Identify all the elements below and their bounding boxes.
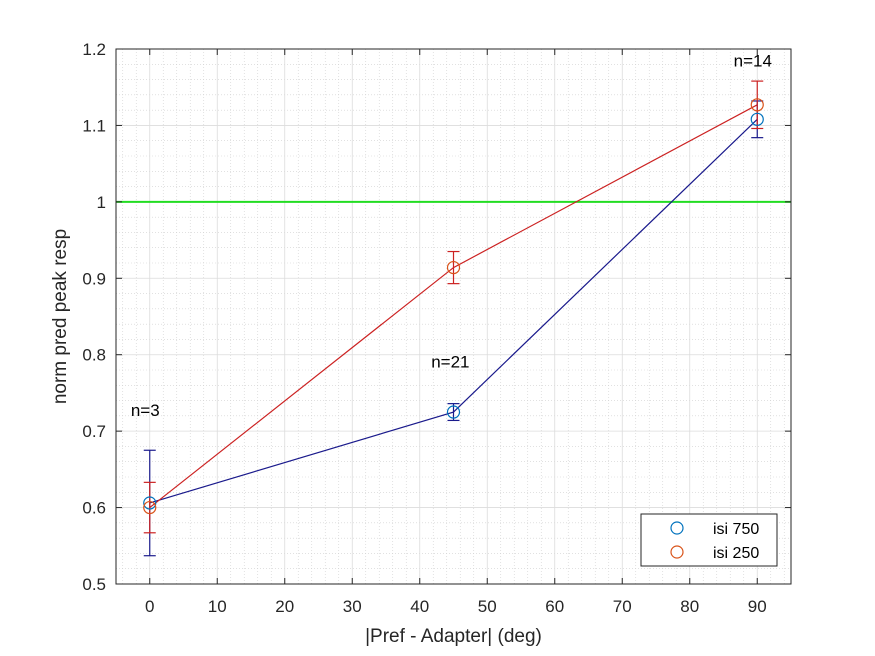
- x-tick-label: 80: [680, 597, 699, 616]
- legend: isi 750 isi 250: [640, 513, 778, 567]
- x-tick-label: 20: [275, 597, 294, 616]
- y-tick-label: 0.8: [82, 346, 106, 365]
- x-tick-label: 50: [478, 597, 497, 616]
- y-tick-label: 0.7: [82, 422, 106, 441]
- x-tick-label: 40: [410, 597, 429, 616]
- error-bar: [447, 250, 460, 285]
- legend-box: [640, 513, 778, 567]
- minor-grid: [116, 49, 791, 584]
- data-point: [143, 500, 157, 515]
- plot-frame: [115, 48, 792, 585]
- data-point: [750, 98, 764, 112]
- legend-label: isi 250: [713, 545, 759, 562]
- y-tick-labels: 0.5 0.6 0.7 0.8 0.9 1 1.1 1.2: [82, 40, 106, 594]
- data-point: [446, 260, 461, 275]
- x-tick-label: 30: [343, 597, 362, 616]
- legend-marker: [670, 545, 684, 559]
- x-tick-label: 60: [545, 597, 564, 616]
- y-tick-label: 1.1: [82, 116, 106, 135]
- legend-label: isi 750: [713, 521, 759, 538]
- x-tick-label: 0: [145, 597, 154, 616]
- error-bars: [143, 80, 764, 557]
- x-axis-label: |Pref - Adapter| (deg): [365, 626, 542, 647]
- error-bar: [751, 80, 764, 130]
- y-tick-label: 1.2: [82, 40, 106, 59]
- y-axis-label: norm pred peak resp: [50, 229, 71, 404]
- data-markers: [143, 98, 764, 515]
- annotations: n=3 n=21 n=14: [131, 52, 772, 420]
- x-tick-labels: 0 10 20 30 40 50 60 70 80 90: [145, 597, 767, 616]
- x-tick-label: 10: [208, 597, 227, 616]
- y-tick-label: 0.6: [82, 499, 106, 518]
- data-point: [143, 496, 157, 510]
- error-bar: [143, 481, 156, 534]
- major-grid: [116, 48, 791, 585]
- plot-area: [116, 49, 791, 584]
- data-point: [446, 405, 461, 419]
- y-tick-label: 1: [97, 193, 106, 212]
- annotation-label: n=14: [734, 52, 772, 71]
- annotation-label: n=3: [131, 401, 160, 420]
- x-tick-label: 90: [748, 597, 767, 616]
- annotation-label: n=21: [431, 353, 469, 372]
- axis-ticks: [116, 48, 791, 585]
- x-tick-label: 70: [613, 597, 632, 616]
- data-point: [750, 112, 764, 126]
- y-tick-label: 0.9: [82, 269, 106, 288]
- y-tick-label: 0.5: [82, 575, 106, 594]
- legend-marker: [670, 521, 684, 535]
